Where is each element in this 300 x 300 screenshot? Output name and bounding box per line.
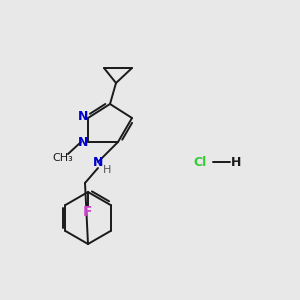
Text: N: N [78, 110, 88, 124]
Text: F: F [83, 205, 93, 219]
Text: CH₃: CH₃ [52, 153, 74, 163]
Text: N: N [93, 157, 103, 169]
Text: H: H [103, 165, 111, 175]
Text: N: N [78, 136, 88, 149]
Text: Cl: Cl [194, 155, 207, 169]
Text: H: H [231, 155, 241, 169]
